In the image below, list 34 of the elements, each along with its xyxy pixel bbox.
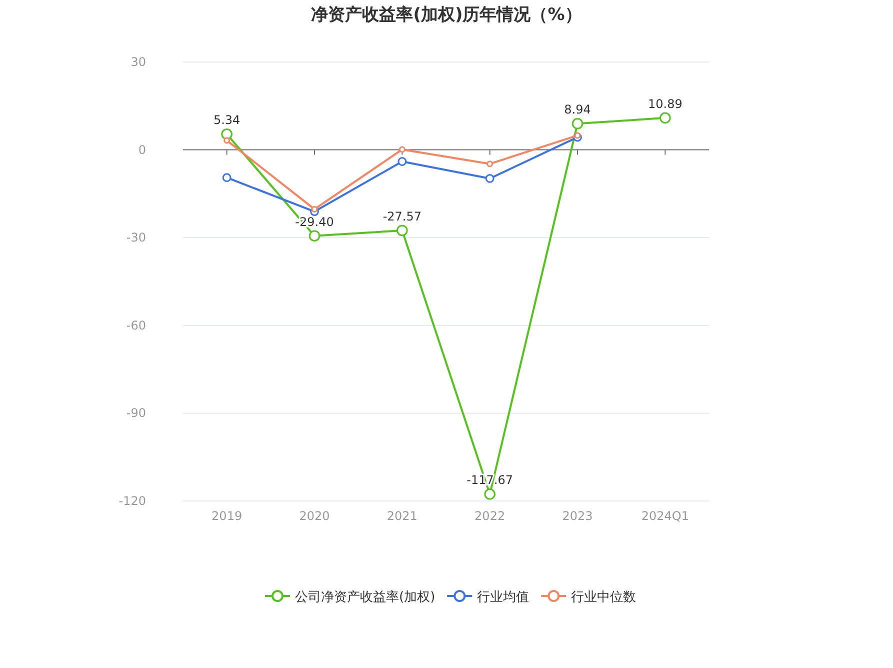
point: [572, 118, 584, 130]
x-tick-label: 2020: [299, 509, 330, 523]
y-tick-label: -60: [126, 318, 146, 332]
point: [222, 173, 232, 182]
x-tick-label: 2023: [562, 509, 593, 523]
legend-label: 行业均值: [477, 590, 530, 605]
point: [398, 146, 406, 153]
y-tick-label: -30: [126, 230, 146, 245]
y-tick-label: 30: [130, 55, 146, 69]
point: [486, 160, 494, 168]
point: [484, 488, 496, 500]
x-tick-label: 2019: [212, 509, 242, 523]
data-label: 10.89: [648, 96, 682, 111]
y-tick-label: -90: [126, 406, 146, 420]
point: [398, 157, 407, 166]
point: [485, 174, 494, 183]
point: [308, 230, 320, 242]
x-tick-label: 2022: [474, 509, 506, 523]
x-tick-label: 2021: [386, 509, 418, 523]
point: [396, 224, 408, 236]
point: [224, 137, 230, 144]
point: [574, 132, 581, 139]
legend-label: 公司净资产收益率(加权): [295, 589, 436, 605]
point: [311, 206, 318, 212]
data-label: 8.94: [564, 102, 591, 117]
y-tick-label: -120: [118, 494, 146, 508]
point: [660, 112, 671, 124]
chart-title: 净资产收益率(加权)历年情况（%）: [311, 5, 582, 25]
point: [221, 128, 232, 140]
x-tick-label: 2024Q1: [641, 509, 689, 523]
legend-label: 行业中位数: [571, 590, 636, 605]
y-tick-label: 0: [138, 142, 146, 157]
data-label: 5.34: [213, 113, 240, 128]
data-label: -27.57: [382, 209, 422, 224]
